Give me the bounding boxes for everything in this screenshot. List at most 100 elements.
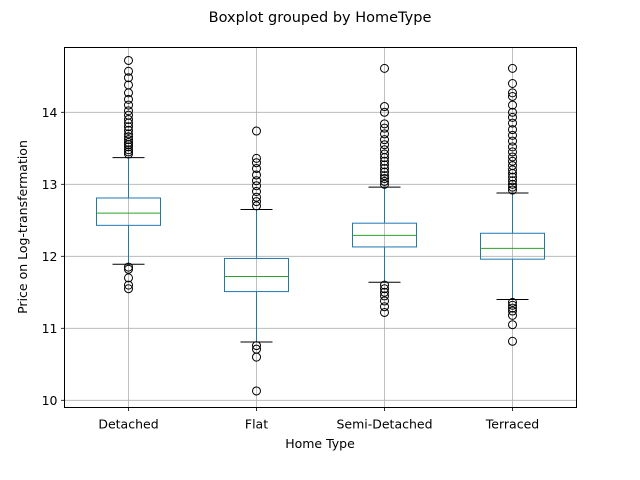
outlier-point [380, 145, 389, 155]
y-tick-label: 13 [42, 177, 58, 192]
outlier-point [508, 179, 517, 189]
box [480, 232, 545, 260]
outlier-point [124, 264, 133, 274]
outlier-point [380, 123, 389, 133]
outlier-point [508, 118, 517, 128]
outlier-point [508, 107, 517, 117]
outlier-point [380, 156, 389, 166]
outlier-point [508, 112, 517, 122]
outlier-point [252, 153, 261, 163]
outlier-point [508, 182, 517, 192]
outlier-point [380, 163, 389, 173]
outlier-point [252, 126, 261, 136]
outlier-point [380, 160, 389, 170]
outlier-point [124, 145, 133, 155]
outlier-point [124, 55, 133, 65]
outlier-point [124, 94, 133, 104]
outlier-point [380, 296, 389, 306]
outlier-point [508, 297, 517, 307]
x-tick-label: Flat [245, 417, 268, 432]
outlier-point [380, 167, 389, 177]
outlier-point [380, 135, 389, 145]
outlier-point [380, 287, 389, 297]
outlier-point [380, 149, 389, 159]
outlier-point [508, 310, 517, 320]
outlier-point [380, 176, 389, 186]
outlier-point [508, 147, 517, 157]
outlier-point [508, 88, 517, 98]
outlier-point [124, 125, 133, 135]
outlier-point [124, 262, 133, 272]
outlier-point [252, 201, 261, 211]
outlier-point [508, 136, 517, 146]
outlier-point [508, 91, 517, 101]
outlier-point [380, 119, 389, 129]
outlier-point [124, 80, 133, 90]
outlier-point [124, 106, 133, 116]
outlier-point [380, 107, 389, 117]
box-group [480, 63, 545, 346]
outlier-point [252, 352, 261, 362]
outlier-point [380, 291, 389, 301]
outlier-point [508, 185, 517, 195]
outlier-point [508, 176, 517, 186]
outlier-point [380, 129, 389, 139]
outlier-point [124, 284, 133, 294]
outlier-point [508, 130, 517, 140]
outlier-point [508, 156, 517, 166]
outlier-point [124, 149, 133, 159]
y-tick-label: 12 [42, 249, 58, 264]
outlier-point [124, 122, 133, 132]
outlier-point [508, 79, 517, 88]
y-tick-label: 10 [42, 393, 58, 408]
outlier-point [124, 66, 133, 76]
box-group [224, 126, 289, 396]
outlier-point [252, 158, 261, 168]
outlier-point [124, 273, 133, 283]
outlier-point [124, 100, 133, 110]
outlier-point [508, 161, 517, 171]
box [224, 257, 289, 293]
outlier-point [508, 100, 517, 110]
outlier-point [380, 63, 389, 73]
x-tick-label: Semi-Detached [336, 417, 432, 432]
outlier-point [380, 307, 389, 317]
outlier-point [508, 142, 517, 152]
box-group [352, 63, 417, 317]
outlier-point [124, 138, 133, 148]
plot-frame [64, 47, 577, 408]
outlier-point [124, 280, 133, 290]
outlier-point [380, 284, 389, 294]
outlier-point [508, 125, 517, 135]
outlier-point [380, 302, 389, 312]
outlier-point [124, 132, 133, 142]
outlier-point [380, 179, 389, 189]
box-group [96, 55, 161, 294]
x-tick-label: Terraced [485, 417, 539, 432]
outlier-point [124, 135, 133, 145]
outlier-point [508, 336, 517, 346]
outlier-point [124, 129, 133, 139]
outlier-point [380, 140, 389, 150]
outlier-point [508, 63, 517, 73]
y-axis-label: Price on Log-transfermation [15, 140, 30, 314]
outlier-point [252, 386, 261, 396]
outlier-point [508, 172, 517, 182]
outlier-point [252, 163, 261, 173]
outlier-point [380, 280, 389, 290]
x-tick-label: Detached [98, 417, 158, 432]
outlier-point [508, 303, 517, 313]
outlier-point [124, 73, 133, 83]
outlier-point [380, 102, 389, 112]
grid-lines [64, 47, 577, 408]
chart-title: Boxplot grouped by HomeType [209, 10, 432, 26]
outlier-point [124, 110, 133, 120]
y-tick-label: 14 [42, 105, 58, 120]
x-axis-label: Home Type [285, 436, 355, 451]
outlier-point [252, 341, 261, 351]
outlier-point [252, 176, 261, 186]
outlier-point [380, 171, 389, 181]
outlier-point [508, 320, 517, 330]
boxes-layer [96, 55, 545, 396]
